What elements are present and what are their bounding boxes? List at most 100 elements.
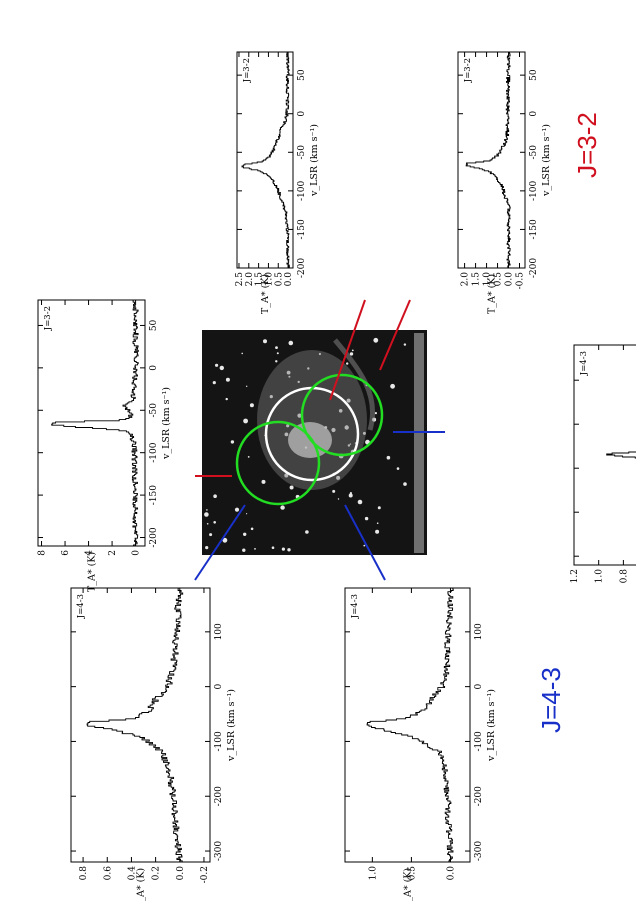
star (376, 522, 379, 524)
star (246, 513, 248, 515)
x-tick-label: -100 (474, 731, 484, 751)
y-tick-label: 1.5 (472, 272, 482, 287)
star (213, 521, 216, 524)
panel-label: J=4-3 (350, 594, 360, 619)
plot-frame (344, 587, 471, 863)
y-axis-label: T_A* (K) (87, 552, 98, 592)
y-tick-label: 0.5 (274, 272, 284, 287)
y-tick-label: 0.5 (494, 272, 504, 287)
star (219, 365, 224, 371)
star (362, 431, 366, 435)
x-axis-label: v_LSR (km s⁻¹) (226, 689, 237, 762)
star (346, 398, 351, 403)
x-tick-label: -150 (297, 219, 307, 239)
plot-frame (70, 587, 211, 863)
star (357, 499, 363, 505)
y-tick-label: 1.0 (483, 272, 493, 287)
spectrum-trace (86, 587, 184, 862)
star (373, 337, 379, 343)
spectra-panels: -200-150-100-500500.00.51.01.52.02.5v_LS… (37, 51, 636, 901)
connector-lines (194, 299, 445, 581)
y-axis-label: T_A* (K) (403, 868, 414, 901)
x-tick-label: -50 (529, 145, 539, 160)
x-tick-label: -50 (297, 145, 307, 160)
star (241, 352, 243, 355)
star (363, 544, 366, 547)
star (318, 352, 321, 356)
plot-frame (573, 344, 636, 566)
star (286, 424, 290, 428)
star (254, 548, 256, 550)
star (297, 413, 302, 418)
spectrum-panel-bottom-center: -300-200-1000100-0.20.00.20.40.60.81.01.… (570, 344, 636, 584)
connector-line-red (379, 299, 411, 371)
star (209, 533, 213, 537)
y-tick-label: 2.5 (235, 272, 245, 287)
star (204, 512, 209, 517)
x-tick-label: -200 (149, 527, 159, 547)
star (243, 532, 247, 536)
y-tick-label: 0.0 (505, 272, 515, 287)
y-tick-label: 1.2 (570, 569, 580, 583)
star (338, 409, 343, 413)
y-tick-label: 0.0 (446, 866, 456, 881)
spectrum-trace (465, 51, 511, 268)
star (213, 494, 217, 499)
spectrum-trace (606, 451, 636, 459)
x-tick-label: -100 (214, 731, 224, 751)
x-tick-label: -200 (529, 258, 539, 278)
star (225, 397, 228, 401)
x-tick-label: -200 (474, 786, 484, 806)
x-tick-label: -200 (297, 258, 307, 278)
star (276, 352, 279, 355)
y-tick-label: 0.8 (79, 866, 89, 881)
star (225, 377, 230, 382)
y-tick-label: 4 (85, 550, 95, 556)
spectrum-panel-top-left: -300 -200 -100 0 100 -0.2 0.0 0.2 0.4 0.6 0.8 v_LSR… (70, 587, 237, 901)
star (331, 427, 336, 433)
x-tick-label: -50 (149, 403, 159, 418)
x-tick-label: 50 (529, 69, 539, 81)
star (230, 440, 235, 444)
star (336, 475, 341, 480)
star (288, 375, 291, 378)
spectrum-panel-top-right: -200 -150 -100 -50 0 50 0.00.51.01.52.02.5 v_LS… (235, 51, 320, 314)
y-tick-label: 6 (61, 550, 71, 556)
y-tick-label: -0.5 (516, 272, 526, 290)
x-tick-label: 0 (297, 111, 307, 117)
star-field (204, 337, 407, 552)
x-axis-label: v_LSR (km s⁻¹) (309, 124, 320, 197)
star (243, 418, 249, 424)
star (263, 339, 267, 344)
y-tick-label: 0.5 (407, 866, 417, 881)
y-tick-label: 0.8 (619, 569, 629, 584)
star (287, 548, 291, 552)
star (349, 443, 352, 445)
y-tick-label: 0 (132, 550, 142, 556)
y-axis-label: T_A* (K) (136, 868, 147, 901)
spectrum-trace (51, 299, 139, 546)
y-tick-label: 0.2 (152, 866, 162, 880)
y-tick-label: 1.0 (368, 866, 378, 881)
y-tick-label: 1.0 (264, 272, 274, 287)
y-axis-label: T_A* (K) (260, 274, 271, 314)
connector-line-red (329, 299, 366, 401)
x-tick-label: -100 (297, 180, 307, 200)
star (205, 546, 209, 550)
sky-image-panel (202, 330, 427, 555)
y-axis-label: T_A* (K) (487, 274, 498, 314)
plot-frame (37, 299, 146, 547)
x-tick-label: -150 (529, 219, 539, 239)
star (374, 412, 377, 415)
label-j43: J=4-3 (536, 667, 566, 733)
star (280, 505, 285, 510)
star (222, 537, 228, 543)
x-tick-label: 0 (529, 111, 539, 117)
nebula-glow (257, 350, 367, 490)
x-tick-label: -100 (529, 180, 539, 200)
y-tick-label: 2 (108, 550, 118, 556)
star (349, 352, 354, 356)
x-tick-label: -200 (214, 786, 224, 806)
star (250, 527, 254, 531)
